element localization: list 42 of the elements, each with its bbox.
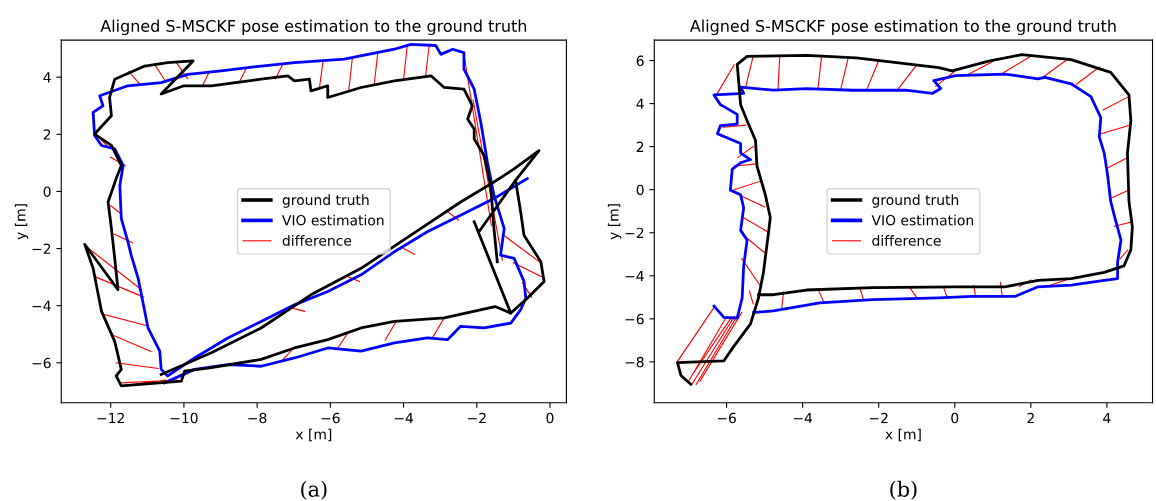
y-tick-label: −4	[625, 270, 644, 282]
y-tick-label: −8	[625, 356, 644, 368]
x-tick-label: −12	[97, 412, 124, 424]
x-tick-label: −2	[869, 412, 888, 424]
x-tick-label: −4	[793, 412, 813, 424]
y-tick-label: −6	[625, 313, 644, 325]
legend-label: ground truth	[282, 194, 369, 208]
x-tick-label: −8	[248, 412, 267, 424]
y-tick-label: 0	[636, 184, 644, 196]
y-tick-label: −2	[32, 243, 51, 254]
y-tick-label: −6	[32, 357, 51, 369]
x-tick-label: 0	[951, 412, 959, 424]
text: (a)	[301, 480, 327, 500]
x-axis-title: x [m]	[885, 428, 921, 442]
x-tick-label: −4	[394, 412, 413, 424]
x-tick-label: 4	[1103, 412, 1111, 424]
legend-label: VIO estimation	[282, 214, 384, 226]
legend-label: difference	[872, 235, 941, 246]
x-tick-label: 0	[546, 412, 554, 424]
x-tick-label: 2	[1027, 412, 1034, 424]
y-tick-label: −2	[625, 227, 644, 239]
y-tick-label: 2	[636, 141, 644, 152]
x-axis-title: x [m]	[295, 428, 332, 442]
y-tick-label: 2	[43, 129, 51, 140]
y-tick-label: 0	[43, 186, 51, 197]
y-axis-title: y [m]	[607, 204, 622, 240]
y-tick-label: 4	[43, 72, 51, 83]
x-tick-label: −6	[321, 412, 340, 424]
line-series	[712, 72, 1123, 320]
chart-title: Aligned S-MSCKF pose estimation to the ground truth	[100, 19, 527, 36]
legend-label: ground truth	[872, 194, 959, 208]
text: (b)	[890, 480, 917, 500]
y-axis-title: y [m]	[14, 204, 29, 240]
chart-title: Aligned S-MSCKF pose estimation to the ground truth	[689, 19, 1116, 36]
legend-label: difference	[282, 235, 352, 246]
x-tick-label: −6	[717, 412, 736, 424]
y-tick-label: 6	[636, 55, 644, 66]
x-tick-label: −10	[170, 412, 198, 424]
y-tick-label: −4	[32, 300, 51, 311]
legend-label: VIO estimation	[871, 214, 974, 226]
y-tick-label: 4	[636, 98, 644, 109]
x-tick-label: −2	[467, 412, 486, 424]
